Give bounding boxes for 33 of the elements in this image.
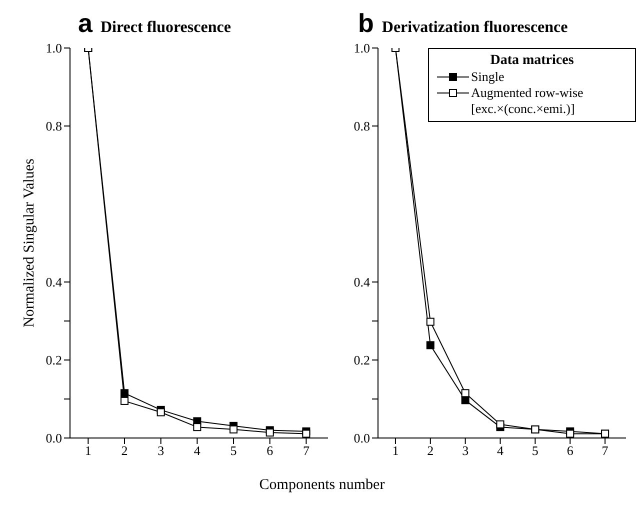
x-tick-label: 1 — [84, 443, 92, 458]
y-tick-label: 0.4 — [46, 274, 62, 290]
chart-title: Direct fluorescence — [100, 19, 231, 37]
x-tick-label: 6 — [566, 443, 574, 458]
y-tick-label: 0.2 — [354, 352, 370, 368]
y-tick-label: 1.0 — [46, 40, 62, 56]
y-tick-label: 0.4 — [354, 274, 370, 290]
y-tick-label: 0.0 — [354, 430, 370, 446]
x-tick-label: 5 — [230, 443, 237, 458]
y-tick-label: 0.8 — [354, 118, 370, 134]
legend-label: Augmented row-wise [exc.×(conc.×emi.)] — [471, 85, 584, 117]
y-tick-label: 0.2 — [46, 352, 62, 368]
text: a — [78, 8, 92, 39]
legend-title: Data matrices — [489, 53, 575, 69]
x-tick-label: 1 — [392, 443, 399, 458]
x-tick-label: 5 — [532, 443, 538, 458]
y-tick-label: 1.0 — [354, 40, 370, 56]
text: b — [358, 8, 374, 39]
x-tick-label: 3 — [158, 443, 164, 458]
y-tick-label: 0.8 — [46, 118, 62, 134]
y-tick-label: 0.0 — [46, 430, 62, 446]
x-tick-label: 2 — [121, 443, 128, 458]
x-tick-label: 6 — [266, 443, 274, 458]
legend-label: Single — [471, 69, 504, 85]
x-tick-label: 2 — [427, 443, 434, 458]
x-axis-title: Components number — [258, 477, 386, 494]
chart-title: Derivatization fluorescence — [382, 19, 568, 37]
x-tick-label: 3 — [462, 443, 469, 458]
x-tick-label: 4 — [497, 443, 504, 458]
x-tick-label: 7 — [302, 443, 310, 458]
y-axis-title: Normalized Singular Values — [21, 158, 38, 328]
x-tick-label: 4 — [194, 443, 201, 458]
x-tick-label: 7 — [602, 443, 609, 458]
